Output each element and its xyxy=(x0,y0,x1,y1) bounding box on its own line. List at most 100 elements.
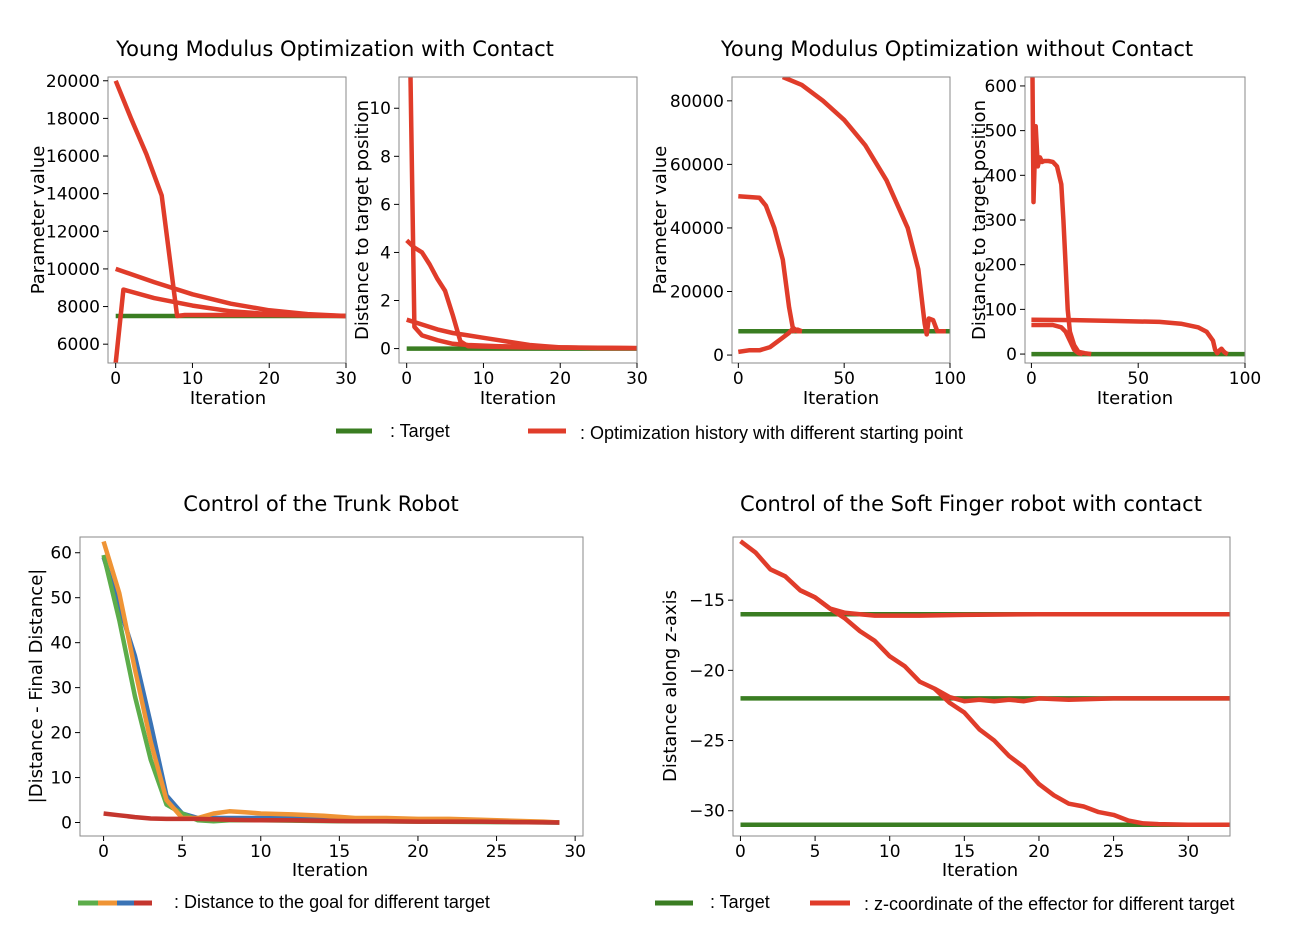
series-line-dark_red-3 xyxy=(103,811,560,825)
plot-frame xyxy=(107,76,347,364)
plot-frame xyxy=(732,536,1231,837)
y-tick-label: 6000 xyxy=(57,335,100,355)
y-tick-label: 500 xyxy=(985,122,1017,142)
series-line-green-1 xyxy=(101,554,560,825)
legend-top: : Target : Optimization history with dif… xyxy=(336,421,963,443)
y-tick-label: 200 xyxy=(985,256,1017,276)
series-line-history-3 xyxy=(739,539,1230,618)
x-tick-label: 0 xyxy=(735,842,746,862)
chart-d: 0 50 100 0 100 200 300 400 500 600 Iteration Distan… xyxy=(969,76,1261,409)
series-line-history-2 xyxy=(781,77,946,337)
y-tick-label: 40000 xyxy=(670,219,724,239)
y-tick-label: 0 xyxy=(61,814,72,834)
plot-frame xyxy=(79,536,584,837)
y-tick-label: −15 xyxy=(689,591,725,611)
y-tick-label: 12000 xyxy=(46,222,100,242)
y-tick-label: 400 xyxy=(985,166,1017,186)
x-tick-label: 25 xyxy=(1103,842,1125,862)
x-tick-label: 100 xyxy=(1229,369,1261,389)
y-tick-label: 600 xyxy=(985,77,1017,97)
series-line-history-3 xyxy=(113,287,346,363)
y-axis-label: Distance along z-axis xyxy=(660,590,681,782)
x-tick-label: 5 xyxy=(810,842,821,862)
title-top-right: Young Modulus Optimization without Conta… xyxy=(720,37,1193,61)
y-tick-label: 4 xyxy=(380,243,391,263)
x-tick-label: 10 xyxy=(182,369,204,389)
legend-effector-label: : z-coordinate of the effector for diffe… xyxy=(864,894,1235,914)
y-tick-label: 10000 xyxy=(46,260,100,280)
y-tick-label: 10 xyxy=(369,99,391,119)
y-tick-label: 10 xyxy=(50,769,72,789)
plot-frame xyxy=(398,76,638,364)
y-tick-label: 16000 xyxy=(46,147,100,167)
series-line-orange-2 xyxy=(101,540,560,825)
series-line-history-5 xyxy=(932,686,1230,828)
x-axis-label: Iteration xyxy=(803,388,879,409)
y-tick-label: 2 xyxy=(380,292,391,312)
y-tick-label: 60000 xyxy=(670,155,724,175)
series-line-history-1 xyxy=(1030,77,1092,357)
legend-history-label: : Optimization history with different st… xyxy=(580,423,963,443)
x-tick-label: 30 xyxy=(564,842,586,862)
x-axis-label: Iteration xyxy=(292,860,368,881)
series-line-history-4 xyxy=(799,588,1230,704)
series-line-history-2 xyxy=(114,266,346,319)
y-tick-label: −25 xyxy=(689,732,725,752)
x-tick-label: 20 xyxy=(1028,842,1050,862)
x-tick-label: 25 xyxy=(486,842,508,862)
x-tick-label: 0 xyxy=(1026,369,1037,389)
y-tick-label: 30 xyxy=(50,679,72,699)
series-line-history-3 xyxy=(737,325,802,355)
y-tick-label: −30 xyxy=(689,802,725,822)
y-tick-label: 50 xyxy=(50,589,72,609)
y-axis-label: Distance to target position xyxy=(969,100,990,340)
plots-container: 0 10 20 30600080001000012000140001600018000… xyxy=(26,72,1261,881)
x-axis-label: Iteration xyxy=(942,860,1018,881)
y-tick-label: 0 xyxy=(713,346,724,366)
x-axis-label: Iteration xyxy=(1097,388,1173,409)
y-tick-label: −20 xyxy=(689,661,725,681)
x-tick-label: 30 xyxy=(335,369,357,389)
y-tick-label: 300 xyxy=(985,211,1017,231)
x-tick-label: 20 xyxy=(258,369,280,389)
legend-bottom-right: : Target : z-coordinate of the effector … xyxy=(655,892,1235,914)
y-tick-label: 20000 xyxy=(670,283,724,303)
series-line-history-3 xyxy=(1031,317,1229,357)
title-bottom-right: Control of the Soft Finger robot with co… xyxy=(740,492,1202,516)
chart-e: 0 5 10 15 20 25 30 0 10 20 30 40 50 60 Iteration |Dista… xyxy=(26,536,586,881)
x-tick-label: 50 xyxy=(833,369,855,389)
x-tick-label: 0 xyxy=(110,369,121,389)
y-axis-label: |Distance - Final Distance| xyxy=(26,569,47,804)
y-tick-label: 18000 xyxy=(46,109,100,129)
y-tick-label: 14000 xyxy=(46,185,100,205)
x-tick-label: 0 xyxy=(98,842,109,862)
series-line-history-2 xyxy=(405,238,637,351)
chart-c: 0 50 100 0 20000 40000 60000 80000 Iteration Para… xyxy=(650,76,966,409)
y-tick-label: 60 xyxy=(50,544,72,564)
y-tick-label: 40 xyxy=(50,634,72,654)
x-tick-label: 0 xyxy=(401,369,412,389)
y-tick-label: 20 xyxy=(50,724,72,744)
x-tick-label: 5 xyxy=(177,842,188,862)
x-tick-label: 30 xyxy=(626,369,648,389)
legend-bottom-left: : Distance to the goal for different tar… xyxy=(78,892,490,912)
legend-target-label: : Target xyxy=(390,421,450,441)
y-axis-label: Parameter value xyxy=(28,146,49,295)
x-tick-label: 30 xyxy=(1177,842,1199,862)
title-bottom-left: Control of the Trunk Robot xyxy=(183,492,458,516)
legend-target-label-br: : Target xyxy=(710,892,770,912)
series-group xyxy=(739,539,1230,828)
chart-a: 0 10 20 30 6000 8000 10000 12000 14000 16000 18000… xyxy=(28,72,357,409)
y-tick-label: 8000 xyxy=(57,298,100,318)
x-tick-label: 15 xyxy=(954,842,976,862)
series-group xyxy=(405,77,637,351)
legend-distance-label: : Distance to the goal for different tar… xyxy=(174,892,490,912)
x-tick-label: 15 xyxy=(329,842,351,862)
y-tick-label: 8 xyxy=(380,147,391,167)
series-group xyxy=(1030,77,1245,357)
x-tick-label: 10 xyxy=(879,842,901,862)
y-axis-label: Distance to target position xyxy=(352,100,373,340)
series-group xyxy=(113,79,346,363)
